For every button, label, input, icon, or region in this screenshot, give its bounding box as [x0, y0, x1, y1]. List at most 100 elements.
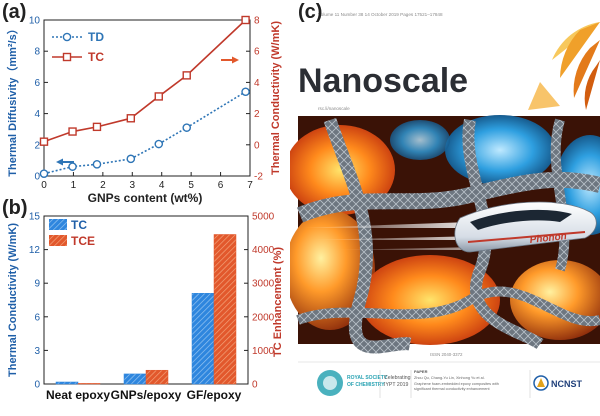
legend-tce-bar-label: TCE [71, 234, 95, 248]
data-point-td [68, 162, 77, 171]
right-tick-label: 1000 [252, 346, 275, 357]
right-tick-label: 3000 [252, 279, 275, 290]
category-label: Neat epoxy [46, 388, 110, 402]
paper-title-line-2: significant thermal conductivity enhance… [414, 387, 491, 391]
data-point-tc [182, 71, 191, 80]
x-tick-label: 2 [100, 180, 106, 191]
bar-tc-2 [123, 373, 147, 385]
panel-a-left-ticks: 0 2 4 6 8 10 [29, 16, 48, 183]
x-tick-label: 3 [130, 180, 136, 191]
rsc-name-line-1: ROYAL SOCIETY [347, 375, 388, 381]
cover-fan-graphic [528, 22, 600, 110]
panel-a-label: (a) [2, 1, 26, 23]
paper-heading: PAPER [414, 369, 428, 374]
panel-a-series [39, 15, 250, 178]
left-tick-label: 15 [29, 212, 41, 223]
panel-c-label: (c) [298, 1, 322, 23]
right-tick-label: -2 [254, 172, 263, 183]
panel-b-category-labels: Neat epoxy GNPs/epoxy GF/epoxy [46, 388, 242, 402]
right-tick-label: 2000 [252, 312, 275, 323]
panel-a-right-ticks: -2 0 2 4 6 8 [246, 16, 263, 183]
train-window-band [470, 209, 572, 230]
left-tick-label: 6 [34, 78, 40, 89]
cover-footer: ROYAL SOCIETY OF CHEMISTRY Celebrating I… [298, 361, 600, 398]
mesh-strut-3 [462, 118, 544, 350]
data-point-td [126, 154, 136, 164]
bar-tc-3 [191, 293, 215, 385]
data-point-tc [92, 122, 102, 132]
cover-issue-line: Volume 11 Number 38 14 October 2019 Page… [318, 12, 443, 17]
right-axis-arrowhead [232, 56, 239, 64]
mesh-strut-4 [296, 286, 600, 327]
left-tick-label: 0 [34, 172, 40, 183]
legend-td-label: TD [88, 30, 104, 44]
mesh-strut-2 [323, 117, 412, 354]
legend-td-marker [62, 32, 72, 42]
legend-tc-label: TC [88, 50, 104, 64]
ncnst-logo-icon [533, 375, 549, 391]
bar-tc-1 [55, 381, 79, 385]
right-tick-label: 4000 [252, 245, 275, 256]
panel-b-right-axis-title: TC Enhancement (%) [272, 247, 284, 357]
panel-c-journal-cover: Volume 11 Number 38 14 October 2019 Page… [290, 0, 600, 416]
ncnst-label: NCNST [551, 379, 583, 389]
bar-tce-3 [213, 234, 237, 385]
bar-tce-1 [77, 383, 101, 385]
cover-issn: ISSN 2040-3372 [430, 352, 463, 357]
category-label: GF/epoxy [187, 388, 242, 402]
cover-url: rsc.li/nanoscale [318, 106, 350, 111]
speed-streak-3 [330, 247, 480, 250]
data-point-tc [154, 92, 163, 101]
right-tick-label: 5000 [252, 212, 275, 223]
right-tick-label: 4 [254, 78, 260, 89]
series-line-tc [43, 19, 247, 143]
right-tick-label: 6 [254, 47, 260, 58]
paper-authors: Zhou Qu, Chang-Yu Lin, Xinhong Yu et al. [414, 376, 485, 380]
panel-b-legend: TC TCE [49, 218, 95, 248]
rsc-name-line-2: OF CHEMISTRY [347, 382, 385, 388]
right-tick-label: 2 [254, 109, 260, 120]
left-tick-label: 10 [29, 16, 41, 27]
paper-title-line-1: Graphene foam-embedded epoxy composites … [414, 382, 499, 386]
left-axis-arrowhead [56, 158, 63, 166]
right-tick-label: 0 [254, 140, 260, 151]
fire-region-bottom [360, 255, 500, 345]
data-point-tc [39, 137, 49, 146]
panel-b-left-axis-title: Thermal Conductivity (W/mK) [7, 223, 19, 377]
cover-journal-title: Nanoscale [298, 62, 468, 100]
left-tick-label: 2 [34, 140, 40, 151]
panel-a-line-chart: (a) 0 2 4 6 8 10 -2 0 2 4 6 8 0 1 2 3 4 5 6 7 Thermal Dif… [2, 1, 282, 205]
left-tick-label: 4 [34, 109, 40, 120]
train-label: Phonon [529, 231, 567, 246]
panel-b-left-ticks: 0 3 6 9 12 15 [29, 212, 48, 391]
x-tick-label: 7 [247, 180, 253, 191]
x-tick-label: 5 [188, 180, 194, 191]
speed-streak-1 [298, 222, 470, 228]
data-point-td [39, 169, 49, 178]
data-point-td [154, 139, 164, 149]
panel-a-x-axis-title: GNPs content (wt%) [88, 191, 203, 205]
train-red-stripe [467, 231, 586, 243]
panel-a-right-axis-title: Thermal Conductivity (W/mK) [270, 21, 282, 175]
data-point-td [241, 87, 250, 97]
x-tick-label: 1 [71, 180, 77, 191]
panel-b-label: (b) [2, 197, 28, 219]
x-tick-label: 4 [159, 180, 165, 191]
panel-a-legend: TD TC [52, 30, 104, 64]
bar-tce-2 [145, 369, 169, 385]
left-tick-label: 8 [34, 47, 40, 58]
data-point-td [182, 123, 192, 132]
left-tick-label: 0 [34, 380, 40, 391]
panel-a-left-axis-title: Thermal Diffusivity（mm²/s） [6, 23, 19, 176]
x-tick-label: 6 [218, 180, 224, 191]
panel-a-axes-box [43, 19, 251, 177]
legend-tce-swatch [49, 235, 67, 246]
celebrating-line-2: IYPT 2019 [384, 382, 409, 388]
phonon-train: Phonon [454, 201, 597, 253]
left-tick-label: 12 [29, 245, 41, 256]
mesh-strut-5 [550, 118, 570, 272]
legend-tc-bar-label: TC [71, 218, 87, 232]
right-tick-label: 0 [252, 380, 258, 391]
legend-tc-swatch [49, 219, 67, 230]
